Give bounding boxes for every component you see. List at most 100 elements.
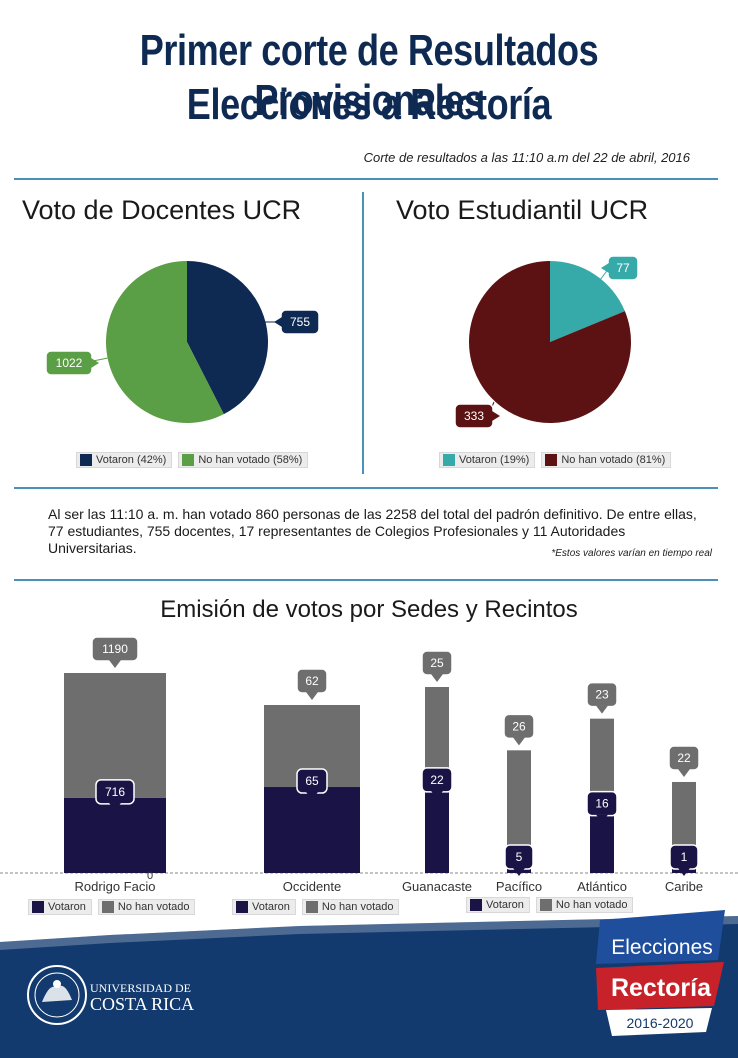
bar-no-han-votado bbox=[507, 750, 531, 854]
docentes-legend: Votaron (42%) No han votado (58%) bbox=[76, 452, 309, 468]
legend-label: No han votado bbox=[321, 901, 394, 913]
column-divider bbox=[362, 192, 364, 474]
legend-label: No han votado bbox=[555, 899, 628, 911]
legend-label: No han votado bbox=[117, 901, 190, 913]
legend-item-no-han-votado: No han votado bbox=[301, 899, 400, 915]
docentes-chart-title: Voto de Docentes UCR bbox=[22, 195, 302, 225]
data-label: 22 bbox=[677, 751, 691, 765]
data-label: 23 bbox=[595, 688, 609, 702]
data-label: 1022 bbox=[56, 356, 83, 370]
estudiantil-legend: Votaron (19%) No han votado (81%) bbox=[439, 452, 672, 468]
axis-zero-label: 0 bbox=[147, 870, 153, 882]
category-label: Caribe bbox=[665, 879, 703, 894]
bar-value-label: 716 bbox=[95, 779, 135, 811]
pie-value-label: 1022 bbox=[45, 350, 99, 376]
badge-middle bbox=[596, 962, 724, 1010]
university-name-line1: UNIVERSIDAD DE bbox=[90, 981, 191, 995]
university-name-line2: COSTA RICA bbox=[90, 994, 194, 1014]
bar-value-label: 62 bbox=[296, 668, 328, 700]
data-label: 716 bbox=[105, 785, 125, 799]
bar-votaron bbox=[264, 787, 360, 873]
pie-slice bbox=[550, 261, 625, 342]
legend-item-no-han-votado: No han votado bbox=[97, 899, 196, 915]
legend-item-votaron: Votaron bbox=[466, 897, 530, 913]
bar-stack: 26 5 bbox=[503, 713, 535, 876]
data-label: 65 bbox=[305, 774, 319, 788]
legend-label: No han votado (58%) bbox=[198, 454, 303, 466]
category-label: Rodrigo Facio bbox=[75, 879, 156, 894]
data-label: 1190 bbox=[102, 642, 128, 656]
bar-stack: 62 65 bbox=[264, 668, 360, 873]
data-label: 62 bbox=[305, 674, 319, 688]
legend-label: Votaron (19%) bbox=[459, 454, 530, 466]
sedes-chart-title: Emisión de votos por Sedes y Recintos bbox=[160, 596, 578, 623]
legend-label: Votaron bbox=[48, 901, 86, 913]
badge-rectoria: Rectoría bbox=[611, 974, 712, 1002]
badge-bottom bbox=[606, 1008, 712, 1036]
bar-value-label: 16 bbox=[586, 790, 618, 823]
pie-value-label: 77 bbox=[601, 255, 639, 281]
legend-label: Votaron bbox=[486, 899, 524, 911]
pie-slice bbox=[187, 261, 269, 415]
sedes-legend-1: Votaron No han votado bbox=[28, 899, 196, 915]
data-label: 26 bbox=[512, 719, 526, 733]
data-label: 77 bbox=[616, 261, 630, 275]
pie-charts-svg: 755 1022 77 333 bbox=[45, 255, 639, 429]
legend-swatch bbox=[32, 901, 44, 913]
docentes-pie: 755 1022 bbox=[45, 261, 320, 423]
bar-value-label: 5 bbox=[504, 844, 534, 876]
bar-value-label: 26 bbox=[503, 713, 535, 746]
legend-label: No han votado (81%) bbox=[561, 454, 666, 466]
footer-banner: Elecciones Rectoría 2016-2020 UNIVERSIDA… bbox=[0, 910, 738, 1058]
badge-years: 2016-2020 bbox=[627, 1015, 694, 1031]
data-label: 22 bbox=[430, 773, 444, 787]
data-label: 5 bbox=[516, 850, 523, 864]
page-title-line2: Elecciones a Rectoría bbox=[186, 80, 552, 129]
category-label: Occidente bbox=[283, 879, 342, 894]
legend-swatch bbox=[80, 454, 92, 466]
badge-elecciones: Elecciones bbox=[611, 936, 713, 959]
legend-item-votaron: Votaron bbox=[28, 899, 92, 915]
bar-stack: 25 22 bbox=[421, 650, 453, 873]
pie-slice bbox=[469, 261, 632, 423]
bar-value-label: 25 bbox=[421, 650, 453, 682]
legend-item-no-han-votado: No han votado (81%) bbox=[541, 452, 672, 468]
bar-value-label: 22 bbox=[421, 767, 453, 799]
bar-value-label: 22 bbox=[668, 745, 700, 777]
section-divider bbox=[14, 579, 718, 581]
bar-value-label: 1190 bbox=[91, 636, 139, 668]
legend-swatch bbox=[236, 901, 248, 913]
section-divider bbox=[14, 487, 718, 489]
sedes-legend-2: Votaron No han votado bbox=[232, 899, 400, 915]
ucr-seal-icon bbox=[27, 965, 87, 1025]
footer-background bbox=[0, 916, 738, 1058]
category-label: Pacífico bbox=[496, 879, 542, 894]
legend-swatch bbox=[305, 901, 318, 913]
legend-swatch bbox=[539, 899, 552, 911]
bar-no-han-votado bbox=[64, 673, 166, 798]
cutoff-timestamp: Corte de resultados a las 11:10 a.m del … bbox=[363, 150, 690, 165]
legend-item-votaron: Votaron (19%) bbox=[439, 452, 536, 468]
data-label: 25 bbox=[430, 656, 444, 670]
legend-swatch bbox=[470, 899, 482, 911]
estudiantil-pie: 77 333 bbox=[454, 255, 639, 429]
section-divider bbox=[14, 178, 718, 180]
bar-stack: 1190 716 bbox=[64, 636, 166, 873]
legend-item-no-han-votado: No han votado (58%) bbox=[178, 452, 309, 468]
pie-value-label: 755 bbox=[274, 309, 320, 335]
data-label: 1 bbox=[681, 850, 688, 864]
legend-label: Votaron bbox=[252, 901, 290, 913]
legend-label: Votaron (42%) bbox=[96, 454, 167, 466]
legend-swatch bbox=[101, 901, 114, 913]
bar-stack: 23 16 bbox=[586, 681, 618, 873]
bar-value-label: 65 bbox=[296, 768, 328, 801]
data-label: 755 bbox=[290, 315, 310, 329]
data-label: 333 bbox=[464, 409, 484, 423]
bar-stack: 22 1 bbox=[668, 745, 700, 876]
bar-value-label: 23 bbox=[586, 681, 618, 714]
legend-item-votaron: Votaron (42%) bbox=[76, 452, 173, 468]
legend-swatch bbox=[182, 454, 195, 466]
pie-value-label: 333 bbox=[454, 403, 500, 429]
